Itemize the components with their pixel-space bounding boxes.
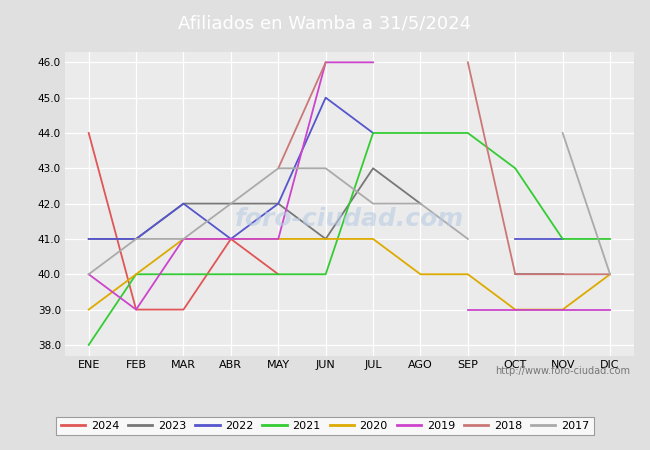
Legend: 2024, 2023, 2022, 2021, 2020, 2019, 2018, 2017: 2024, 2023, 2022, 2021, 2020, 2019, 2018… [57, 417, 593, 436]
Text: Afiliados en Wamba a 31/5/2024: Afiliados en Wamba a 31/5/2024 [179, 14, 471, 33]
Text: http://www.foro-ciudad.com: http://www.foro-ciudad.com [495, 366, 630, 376]
Text: foro-ciudad.com: foro-ciudad.com [235, 207, 464, 231]
